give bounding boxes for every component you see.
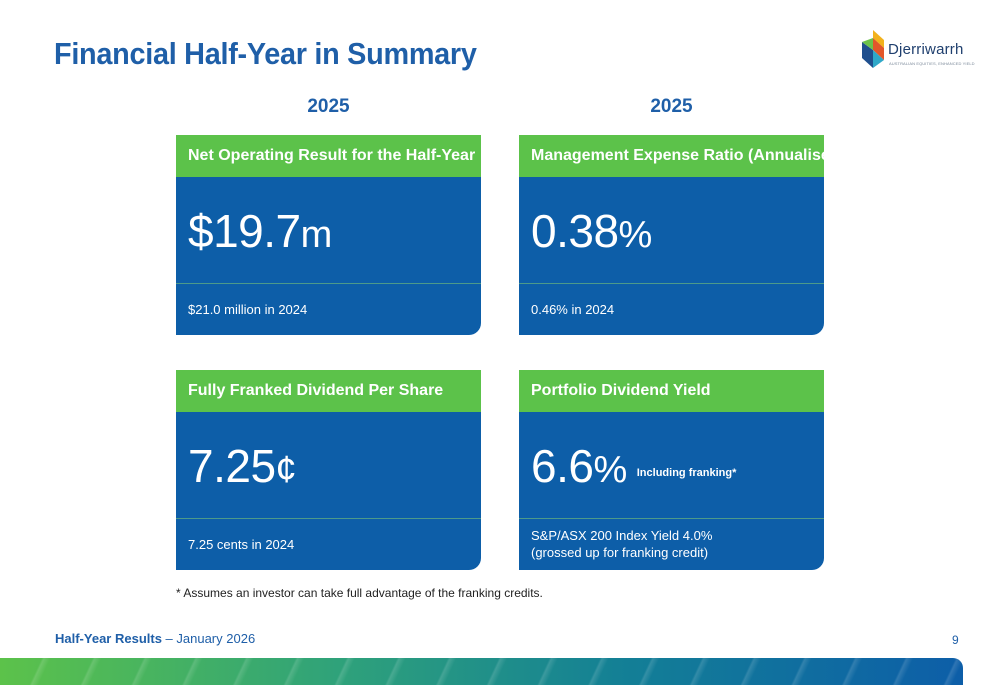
footer-date: – January 2026 bbox=[161, 631, 256, 646]
page-number: 9 bbox=[952, 633, 959, 647]
card-value: 6.6 bbox=[531, 440, 594, 492]
card-heading: Management Expense Ratio (Annualised) bbox=[519, 135, 824, 177]
card-dividend-per-share: Fully Franked Dividend Per Share 7.25¢ 7… bbox=[176, 370, 481, 570]
card-portfolio-dividend-yield: Portfolio Dividend Yield 6.6% Including f… bbox=[519, 370, 824, 570]
company-logo: Djerriwarrh AUSTRALIAN EQUITIES, ENHANCE… bbox=[860, 28, 975, 76]
card-value-row: 7.25¢ bbox=[188, 440, 297, 496]
logo-wordmark: Djerriwarrh bbox=[888, 41, 964, 58]
card-comparison: $21.0 million in 2024 bbox=[188, 302, 308, 317]
card-main: 6.6% Including franking* bbox=[519, 412, 824, 519]
card-main: 7.25¢ bbox=[176, 412, 481, 519]
card-heading: Portfolio Dividend Yield bbox=[519, 370, 824, 412]
card-value-row: 6.6% Including franking* bbox=[531, 440, 736, 499]
footer-label: Half-Year Results – January 2026 bbox=[55, 631, 255, 646]
card-comparison-line2: (grossed up for franking credit) bbox=[531, 545, 709, 560]
year-heading-left: 2025 bbox=[307, 96, 350, 117]
card-value: 7.25 bbox=[188, 440, 276, 492]
card-unit: % bbox=[618, 214, 653, 256]
page-title: Financial Half-Year in Summary bbox=[54, 36, 477, 71]
card-main: 0.38% bbox=[519, 177, 824, 284]
card-comparison: 7.25 cents in 2024 bbox=[188, 537, 295, 552]
card-value: $19.7 bbox=[188, 205, 301, 257]
card-comparison: 0.46% in 2024 bbox=[531, 302, 615, 317]
footer-title: Half-Year Results bbox=[55, 631, 162, 646]
card-comparison-line1: S&P/ASX 200 Index Yield 4.0% bbox=[531, 528, 713, 543]
card-heading: Fully Franked Dividend Per Share bbox=[176, 370, 481, 412]
card-unit: ¢ bbox=[275, 449, 297, 491]
card-value-row: $19.7m bbox=[188, 205, 332, 261]
card-management-expense-ratio: Management Expense Ratio (Annualised) 0.… bbox=[519, 135, 824, 335]
logo-tagline: AUSTRALIAN EQUITIES, ENHANCED YIELD bbox=[889, 61, 975, 66]
footnote: * Assumes an investor can take full adva… bbox=[176, 586, 543, 600]
card-value-row: 0.38% bbox=[531, 205, 652, 261]
card-heading: Net Operating Result for the Half-Year bbox=[176, 135, 481, 177]
card-unit: % bbox=[593, 449, 627, 491]
card-unit: m bbox=[300, 214, 333, 256]
card-comparison: S&P/ASX 200 Index Yield 4.0% (grossed up… bbox=[519, 519, 824, 561]
card-note: Including franking* bbox=[636, 467, 737, 479]
year-heading-right: 2025 bbox=[650, 96, 693, 117]
card-net-operating-result: Net Operating Result for the Half-Year $… bbox=[176, 135, 481, 335]
logo-mark-icon bbox=[862, 30, 884, 68]
card-value: 0.38 bbox=[531, 205, 619, 257]
footer-band-pattern bbox=[0, 658, 963, 685]
footer-band bbox=[0, 658, 963, 685]
card-main: $19.7m bbox=[176, 177, 481, 284]
